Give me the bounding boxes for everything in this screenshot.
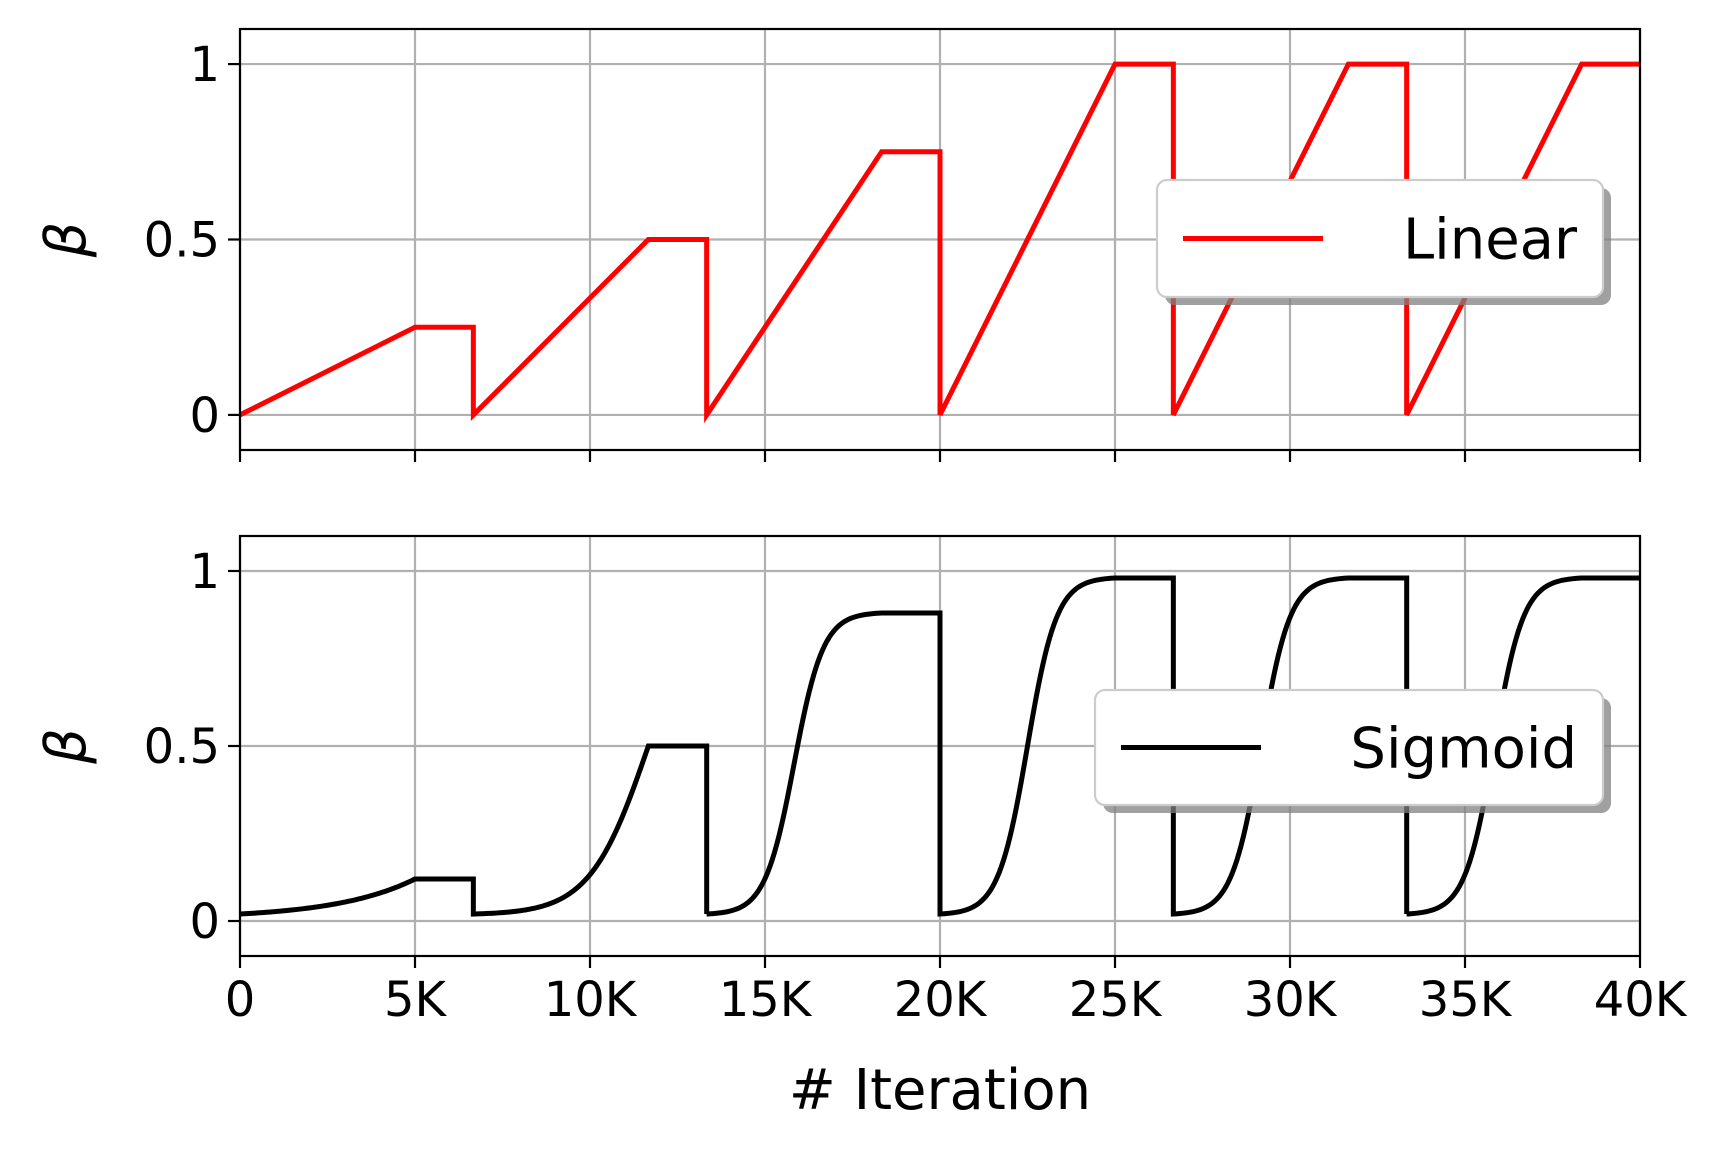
y-tick-label: 1 [189, 544, 220, 600]
legend-box [1155, 178, 1605, 299]
legend: Linear [1155, 178, 1611, 305]
x-tick-label: 40K [1594, 972, 1688, 1028]
y-tick-label: 1 [189, 37, 220, 93]
legend-box [1093, 688, 1605, 807]
x-tick-label: 10K [544, 972, 638, 1028]
x-tick-label: 30K [1244, 972, 1338, 1028]
x-axis-label: # Iteration [789, 1058, 1091, 1123]
top-panel: 0 0.5 1 β Linear [34, 27, 1642, 462]
y-tick-label: 0 [189, 894, 220, 950]
series-line-sigmoid [239, 575, 1640, 917]
y-tick-label: 0 [189, 388, 220, 444]
legend: Sigmoid [1093, 688, 1611, 813]
bottom-panel: 0 5K 10K 15K 20K 25K 30K 35K 40K 0 0.5 1 β Sigmoid [34, 534, 1688, 1028]
legend-label-linear: Linear [1403, 208, 1578, 273]
legend-label-sigmoid: Sigmoid [1350, 717, 1577, 782]
y-tick-label: 0.5 [144, 213, 220, 269]
x-tick-label: 35K [1419, 972, 1513, 1028]
x-tick-label: 0 [225, 972, 256, 1028]
x-tick-label: 5K [384, 972, 448, 1028]
y-axis-label: β [34, 222, 99, 259]
y-axis-label: β [34, 728, 99, 765]
x-tick-label: 25K [1069, 972, 1163, 1028]
y-tick-label: 0.5 [144, 719, 220, 775]
x-tick-label: 20K [894, 972, 988, 1028]
x-tick-label: 15K [719, 972, 813, 1028]
series-line-linear [238, 61, 1640, 424]
